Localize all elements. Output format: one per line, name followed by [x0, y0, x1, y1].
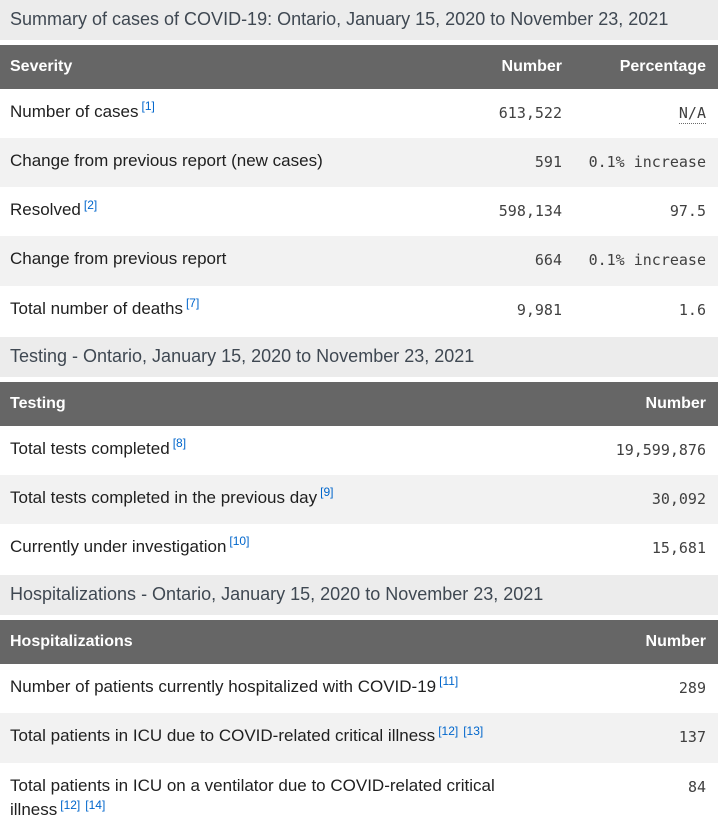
- percentage-value: N/A: [574, 89, 718, 138]
- column-header: Number: [645, 394, 706, 412]
- number-value: 137: [678, 728, 706, 747]
- footnote-link[interactable]: [12]: [60, 797, 81, 812]
- column-header: Percentage: [619, 57, 706, 75]
- row-label-text: Change from previous report: [10, 249, 227, 269]
- number-value: 84: [687, 777, 706, 796]
- table-row: Number of patients currently hospitalize…: [0, 664, 718, 713]
- testing-table: Testing - Ontario, January 15, 2020 to N…: [0, 336, 718, 573]
- footnote-superscript: [1]: [142, 99, 155, 113]
- table-caption: Testing - Ontario, January 15, 2020 to N…: [0, 336, 718, 377]
- row-label: Total tests completed [8]: [0, 426, 566, 475]
- footnote-superscript: [12]: [438, 724, 458, 738]
- table-row: Number of cases [1] 613,522 N/A: [0, 89, 718, 138]
- footnote-superscript: [9]: [320, 485, 333, 499]
- header-row: Hospitalizations Number: [0, 620, 718, 665]
- row-label: Number of cases [1]: [0, 89, 428, 138]
- table-row: Change from previous report (new cases) 5…: [0, 137, 718, 188]
- table-row: Total tests completed [8] 19,599,876: [0, 426, 718, 475]
- row-label-text: Change from previous report (new cases): [10, 150, 323, 170]
- number-value: 15,681: [651, 539, 706, 558]
- row-label: Total patients in ICU on a ventilator du…: [0, 763, 566, 835]
- footnote-superscript: [8]: [173, 436, 186, 450]
- percentage-value: 0.1% increase: [588, 251, 706, 270]
- row-label: Total number of deaths [7]: [0, 286, 428, 335]
- row-label-text: Number of patients currently hospitalize…: [10, 677, 437, 697]
- row-label-text: Resolved: [10, 200, 81, 220]
- footnote-link[interactable]: [2]: [83, 197, 98, 212]
- footnote-link[interactable]: [12]: [438, 723, 459, 738]
- footnote-superscript: [11]: [439, 674, 458, 688]
- footnote-link[interactable]: [14]: [85, 797, 106, 812]
- number-value: 9,981: [516, 300, 562, 319]
- table-row: Total number of deaths [7] 9,981 1.6: [0, 286, 718, 335]
- table-row: Currently under investigation [10] 15,681: [0, 524, 718, 573]
- row-label-text: Total number of deaths: [10, 298, 183, 318]
- na-abbreviation: N/A: [678, 103, 706, 124]
- percentage-value: 1.6: [678, 300, 706, 319]
- number-value: 591: [534, 152, 562, 171]
- table-row: Resolved [2] 598,134 97.5: [0, 187, 718, 236]
- column-header: Number: [645, 633, 706, 651]
- row-label: Number of patients currently hospitalize…: [0, 664, 566, 713]
- footnote-superscript: [14]: [85, 798, 105, 812]
- table-row: Total patients in ICU due to COVID-relat…: [0, 713, 718, 763]
- footnote-superscript: [2]: [84, 198, 97, 212]
- footnote-superscript: [12]: [60, 798, 80, 812]
- row-label: Total tests completed in the previous da…: [0, 475, 566, 524]
- table-row: Total tests completed in the previous da…: [0, 474, 718, 525]
- number-value: 613,522: [498, 103, 562, 122]
- percentage-value: 0.1% increase: [588, 152, 706, 171]
- footnote-link[interactable]: [7]: [185, 296, 200, 311]
- footnote-link[interactable]: [1]: [141, 99, 155, 114]
- header-row: Testing Number: [0, 381, 718, 426]
- table-row: Change from previous report 664 0.1% incre…: [0, 236, 718, 286]
- table-caption: Summary of cases of COVID-19: Ontario, J…: [0, 0, 718, 40]
- header-row: Severity Number Percentage: [0, 44, 718, 89]
- row-label: Currently under investigation [10]: [0, 524, 566, 573]
- row-label-text: Currently under investigation: [10, 537, 227, 557]
- table-row: Total patients in ICU on a ventilator du…: [0, 763, 718, 835]
- number-value: 30,092: [651, 489, 706, 508]
- severity-table: Summary of cases of COVID-19: Ontario, J…: [0, 0, 718, 335]
- row-label-text: Total tests completed: [10, 438, 170, 458]
- footnote-link[interactable]: [9]: [320, 485, 334, 500]
- footnote-superscript: [7]: [186, 296, 199, 310]
- footnote-link[interactable]: [13]: [463, 723, 484, 738]
- column-header: Number: [501, 57, 562, 75]
- row-label: Total patients in ICU due to COVID-relat…: [0, 713, 566, 762]
- row-label: Resolved [2]: [0, 187, 428, 236]
- footnote-superscript: [13]: [463, 724, 483, 738]
- number-value: 289: [678, 679, 706, 698]
- number-value: 664: [534, 251, 562, 270]
- footnote-link[interactable]: [11]: [439, 674, 459, 689]
- percentage-value: 97.5: [669, 202, 706, 221]
- number-value: 19,599,876: [615, 440, 706, 459]
- hospitalizations-table: Hospitalizations - Ontario, January 15, …: [0, 575, 718, 834]
- row-label-text: Total tests completed in the previous da…: [10, 487, 318, 507]
- footnote-link[interactable]: [8]: [172, 435, 187, 450]
- row-label-text: Total patients in ICU on a ventilator du…: [10, 775, 495, 820]
- column-header: Hospitalizations: [10, 633, 133, 651]
- row-label-text: Total patients in ICU due to COVID-relat…: [10, 726, 436, 746]
- table-caption: Hospitalizations - Ontario, January 15, …: [0, 575, 718, 616]
- number-value: 598,134: [498, 202, 562, 221]
- row-label: Change from previous report (new cases): [0, 138, 428, 187]
- column-header: Testing: [10, 394, 66, 412]
- row-label: Change from previous report: [0, 236, 428, 285]
- footnote-link[interactable]: [10]: [229, 534, 250, 549]
- footnote-superscript: [10]: [229, 534, 249, 548]
- column-header: Severity: [10, 57, 73, 75]
- row-label-text: Number of cases: [10, 101, 139, 121]
